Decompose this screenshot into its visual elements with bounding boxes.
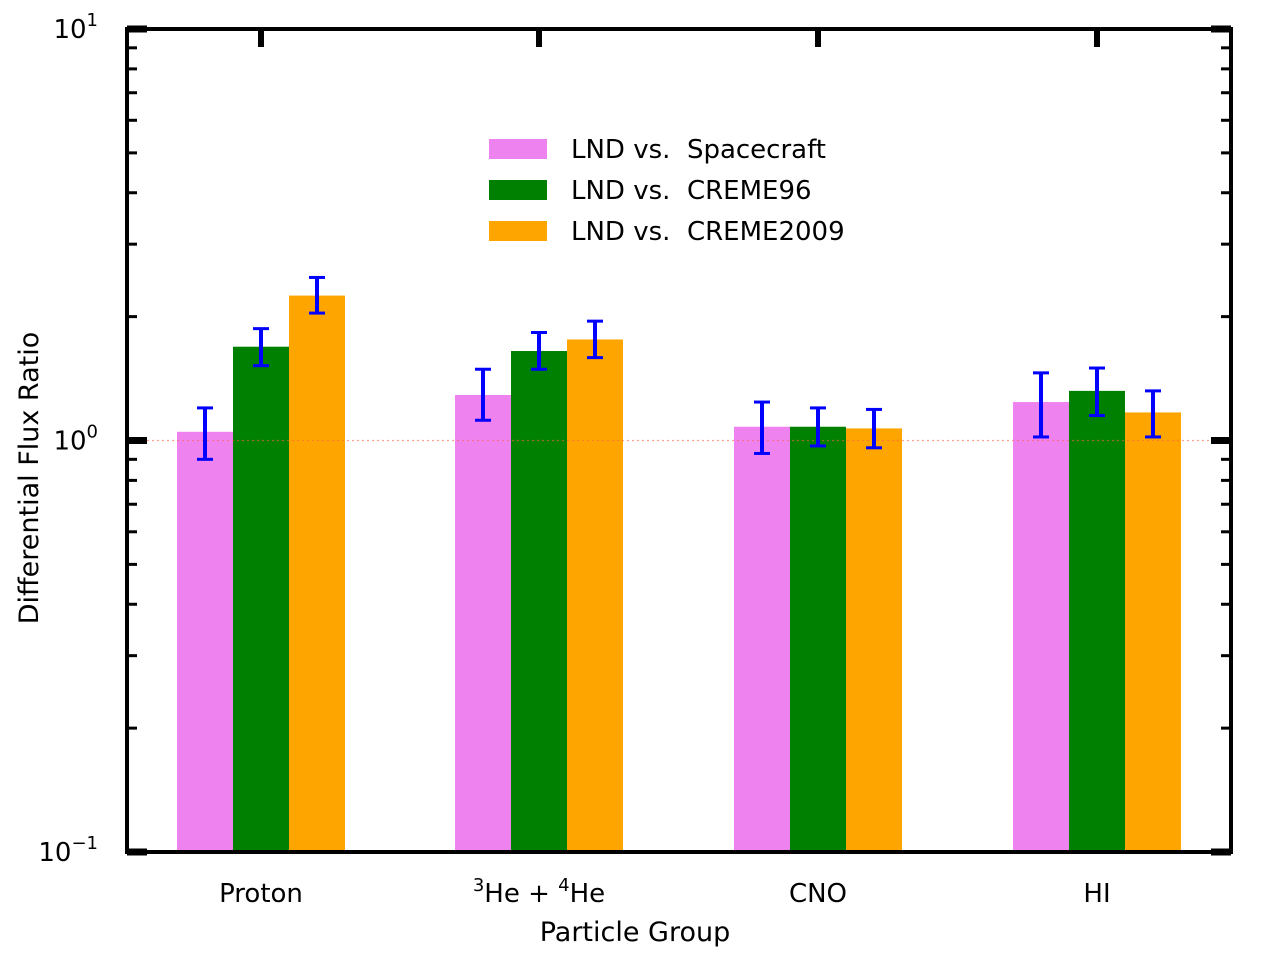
bar	[846, 428, 902, 852]
y-tick-label: 10−1	[38, 833, 98, 868]
y-tick-label: 100	[53, 422, 98, 457]
x-tick-label: CNO	[789, 879, 847, 909]
x-axis-label: Particle Group	[540, 917, 731, 948]
ticks-layer: 10−1 100 101 Proton 3He + 4He CNO HI	[38, 10, 1231, 909]
legend: LND vs. Spacecraft LND vs. CREME96 LND vs.…	[489, 135, 845, 247]
bar	[233, 346, 289, 852]
legend-label: LND vs. CREME2009	[571, 217, 845, 247]
bar	[1013, 402, 1069, 852]
bar	[734, 426, 790, 852]
bar	[289, 295, 345, 852]
bar	[567, 339, 623, 852]
bar	[1069, 390, 1125, 852]
bar	[1125, 412, 1181, 852]
legend-swatch	[489, 139, 547, 159]
x-tick-label: Proton	[219, 879, 303, 909]
bar	[511, 351, 567, 852]
legend-label: LND vs. Spacecraft	[571, 135, 826, 165]
bar	[455, 394, 511, 852]
legend-swatch	[489, 180, 547, 200]
legend-swatch	[489, 221, 547, 241]
bar	[177, 431, 233, 852]
bar	[790, 426, 846, 852]
y-axis-label: Differential Flux Ratio	[14, 332, 45, 624]
x-tick-label: HI	[1083, 879, 1110, 909]
error-bars-layer	[197, 275, 1161, 461]
bars-layer	[177, 295, 1181, 852]
y-tick-label: 101	[53, 10, 98, 45]
x-tick-label: 3He + 4He	[473, 875, 605, 909]
legend-label: LND vs. CREME96	[571, 176, 812, 206]
